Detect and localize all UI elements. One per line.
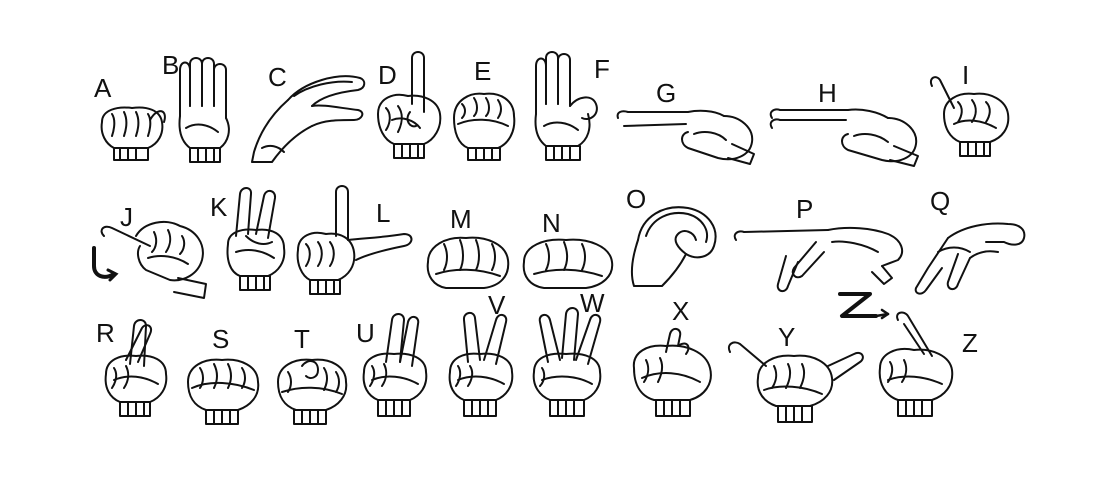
hand-sign-f: [528, 50, 604, 169]
letter-v-label: V: [488, 290, 506, 320]
z-motion-arrow: [836, 288, 892, 331]
hand-sign-n: [516, 234, 620, 297]
letter-d-label: D: [378, 60, 397, 90]
hand-sign-d: [374, 50, 446, 167]
hand-sign-i: [924, 72, 1020, 165]
hand-sign-m: [420, 232, 516, 299]
hand-sign-c: [248, 70, 370, 171]
hand-sign-z: [874, 310, 968, 427]
letter-i-label: I: [962, 60, 970, 90]
letter-k-label: K: [210, 192, 228, 222]
letter-s-label: S: [212, 324, 230, 354]
hand-sign-w: [528, 306, 614, 429]
letter-y-label: Y: [778, 322, 796, 352]
hand-sign-x: [626, 322, 722, 427]
letter-c-label: C: [268, 62, 287, 92]
j-motion-arrow: [86, 244, 126, 291]
hand-sign-h: [766, 104, 924, 173]
letter-x-label: X: [672, 296, 690, 326]
letter-m-label: M: [450, 204, 472, 234]
hand-sign-e: [448, 82, 520, 167]
letter-h-label: H: [818, 78, 837, 108]
letter-b-label: B: [162, 50, 180, 80]
letter-u-label: U: [356, 318, 375, 348]
letter-f-label: F: [594, 54, 610, 84]
hand-sign-u: [358, 310, 434, 429]
hand-sign-o: [624, 200, 722, 295]
letter-e-label: E: [474, 56, 492, 86]
letter-p-label: P: [796, 194, 814, 224]
letter-g-label: G: [656, 78, 677, 108]
letter-o-label: O: [626, 184, 647, 214]
hand-sign-r: [100, 318, 174, 429]
hand-sign-y: [724, 334, 868, 431]
hand-sign-s: [182, 352, 264, 431]
letter-j-label: J: [120, 202, 133, 232]
hand-sign-b: [172, 56, 242, 169]
letter-l-label: L: [376, 198, 391, 228]
letter-a-label: A: [94, 73, 112, 103]
letter-z-label: Z: [962, 328, 978, 358]
hand-sign-l: [292, 184, 416, 301]
hand-sign-j: [96, 212, 214, 305]
hand-sign-k: [220, 186, 292, 299]
letter-r-label: R: [96, 318, 115, 348]
hand-sign-a: [92, 92, 172, 167]
hand-sign-q: [908, 212, 1032, 301]
letter-n-label: N: [542, 208, 561, 238]
letter-q-label: Q: [930, 186, 951, 216]
hand-sign-g: [614, 104, 758, 171]
hand-sign-v: [444, 310, 520, 429]
hand-sign-p: [732, 220, 910, 301]
letter-w-label: W: [580, 288, 605, 318]
hand-sign-t: [272, 350, 352, 431]
letter-t-label: T: [294, 324, 310, 354]
